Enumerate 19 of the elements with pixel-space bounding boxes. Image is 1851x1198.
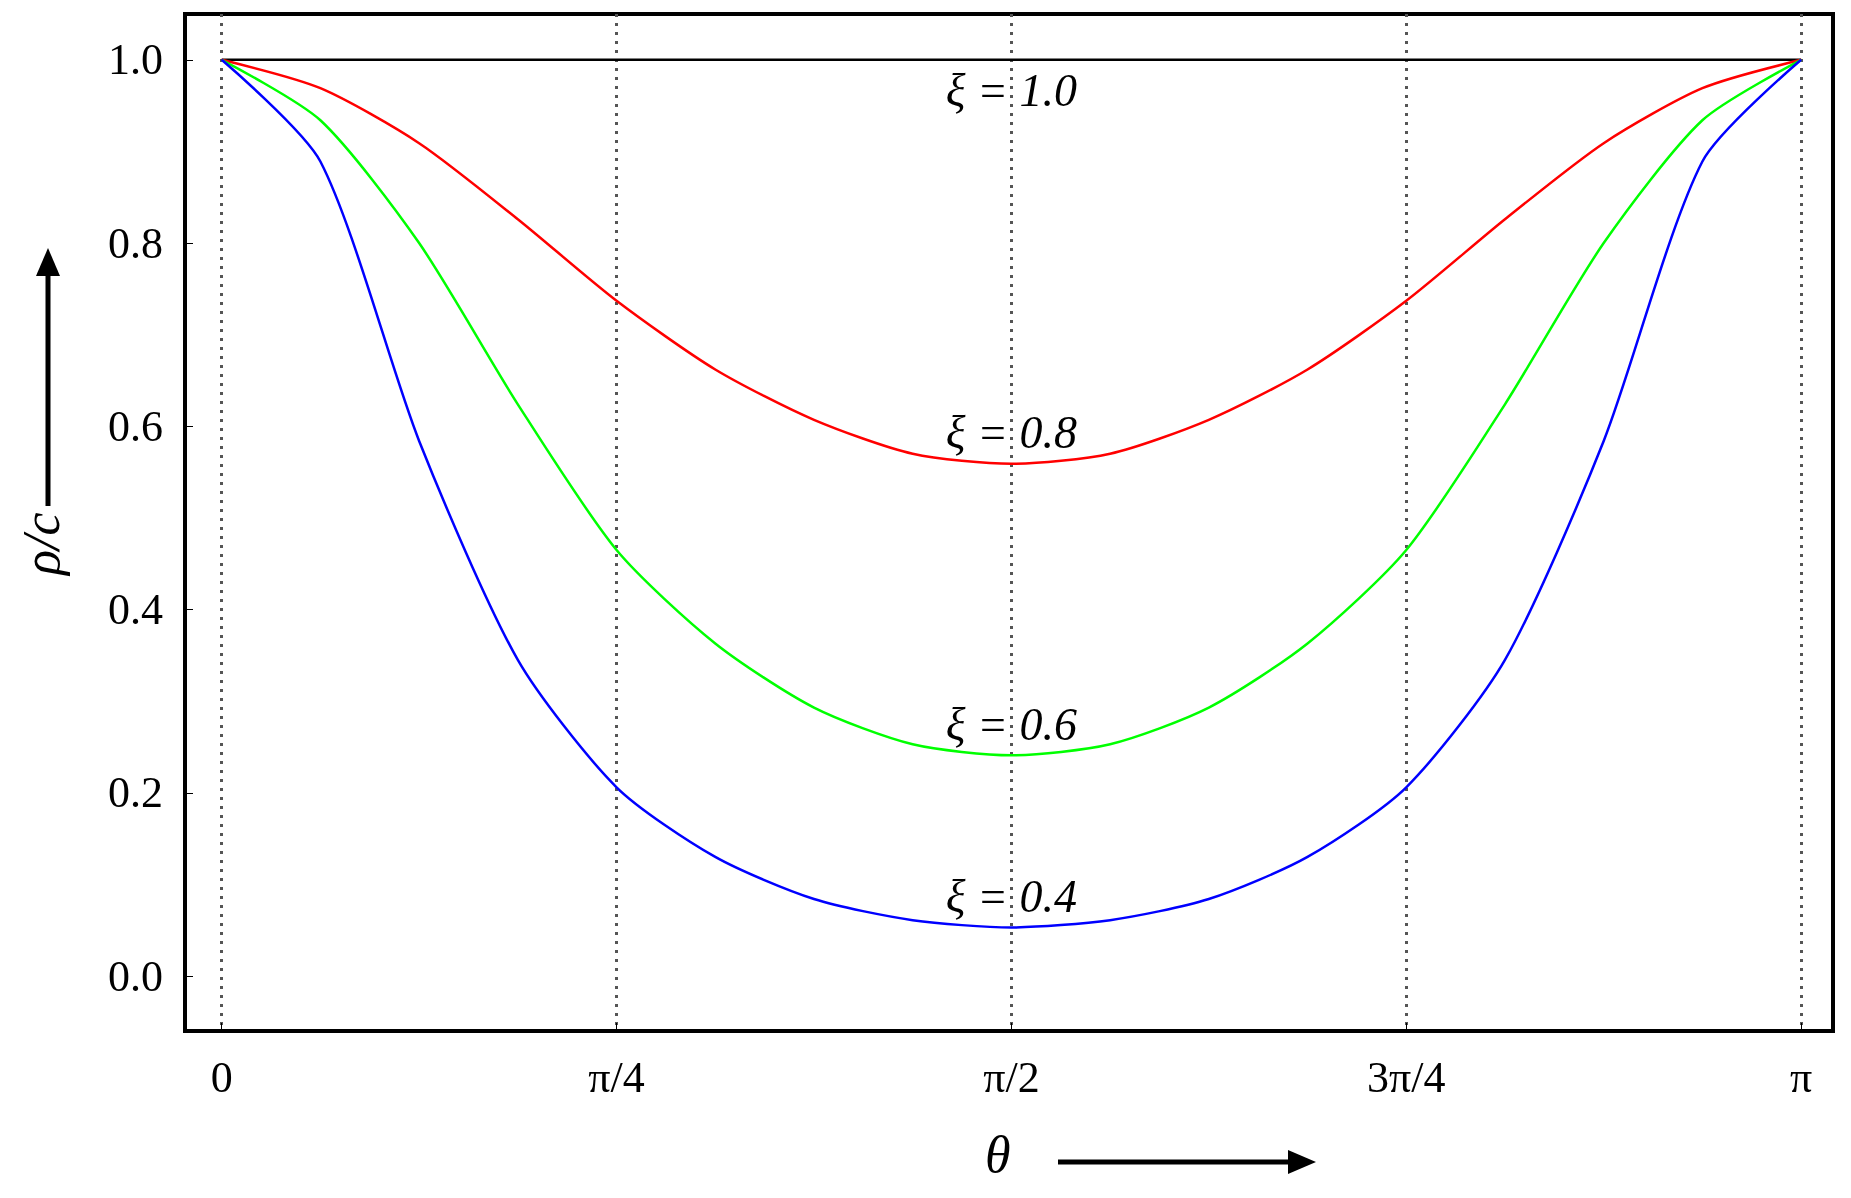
series-label: ξ = 0.8 <box>945 407 1078 459</box>
y-tick-label: 0.2 <box>108 768 163 818</box>
x-axis-title: θ <box>985 1125 1011 1184</box>
x-tick-label: π/4 <box>588 1052 645 1102</box>
x-tick-label: 0 <box>210 1052 233 1102</box>
x-tick-label: π/2 <box>983 1052 1040 1102</box>
line-series <box>220 58 1803 929</box>
y-tick-label: 0.0 <box>108 951 163 1001</box>
x-tick-label: π <box>1790 1052 1813 1102</box>
x-tick-label: 3π/4 <box>1367 1052 1446 1102</box>
series-label: ξ = 1.0 <box>945 65 1078 117</box>
y-tick-label: 0.8 <box>108 218 163 268</box>
series-label: ξ = 0.6 <box>945 698 1078 750</box>
y-tick-label: 0.4 <box>108 585 163 635</box>
y-axis-title: ρ/c <box>12 512 71 575</box>
series-label: ξ = 0.4 <box>945 870 1078 922</box>
y-tick-label: 1.0 <box>108 35 163 85</box>
y-tick-label: 0.6 <box>108 401 163 451</box>
line-series <box>220 58 1803 757</box>
